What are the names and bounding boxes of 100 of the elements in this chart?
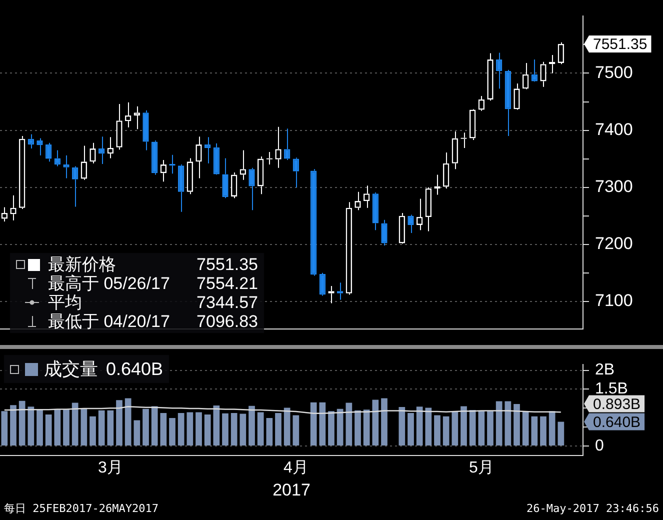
bar <box>151 406 158 446</box>
bar <box>531 416 538 446</box>
candlestick <box>80 145 88 180</box>
annotation: 最高于 05/26/17 <box>48 274 170 293</box>
bar <box>416 406 423 446</box>
text: 0.893B <box>593 396 641 413</box>
bar <box>116 400 122 446</box>
bar <box>487 411 494 446</box>
bar <box>522 411 529 446</box>
bar <box>222 413 228 446</box>
bar <box>504 401 512 446</box>
bar <box>204 414 211 446</box>
candlestick <box>372 192 379 231</box>
candlestick <box>310 168 317 276</box>
bar <box>363 410 370 446</box>
candlestick <box>142 110 149 151</box>
candlestick <box>151 140 158 176</box>
bar <box>72 402 78 446</box>
bar <box>381 398 388 446</box>
y-tick-label: 1.5B <box>595 380 628 398</box>
bar <box>328 411 334 446</box>
legend-label: 最新价格 <box>48 255 116 274</box>
bar <box>398 406 406 446</box>
bar <box>310 402 317 446</box>
annotation: 最低于 04/20/17 <box>48 312 170 331</box>
candlestick <box>469 110 476 140</box>
candlestick <box>522 62 529 89</box>
text: 7551.35 <box>593 36 648 54</box>
candlestick <box>381 219 388 246</box>
candlestick <box>178 164 184 212</box>
candlestick <box>425 186 432 232</box>
bar <box>196 412 202 446</box>
candlestick <box>98 136 105 164</box>
bar <box>408 413 414 446</box>
bar <box>434 415 440 446</box>
candlestick <box>540 61 546 88</box>
bar <box>54 410 61 446</box>
bar <box>142 408 149 446</box>
x-tick-label: 4月 <box>283 459 308 476</box>
text: 26-May-2017 23:46:56 <box>526 502 659 516</box>
y-tick-label: 7400 <box>595 120 633 139</box>
bar <box>452 411 458 446</box>
y-tick-label: 7500 <box>595 62 633 82</box>
annotation: 7554.21 <box>196 274 258 293</box>
candlestick <box>452 130 458 170</box>
candlestick <box>36 138 43 156</box>
candlestick <box>558 42 564 65</box>
candlestick <box>186 158 194 195</box>
y-tick-label: 7100 <box>595 291 633 310</box>
candlestick <box>398 212 406 244</box>
candlestick <box>257 156 264 195</box>
bar <box>469 410 476 446</box>
bar <box>124 398 132 446</box>
y-tick-label: 2B <box>595 362 615 379</box>
bar <box>284 408 290 446</box>
annotation: 平均 <box>48 293 82 312</box>
text: 0.640B <box>593 414 641 431</box>
bar <box>1 411 8 446</box>
annotation: 7551.35 <box>196 255 258 274</box>
y-tick-label: 7300 <box>595 177 633 196</box>
candlestick <box>442 152 450 189</box>
candlestick <box>496 52 502 90</box>
candlestick <box>18 135 26 210</box>
candlestick <box>72 166 78 208</box>
bar <box>540 416 546 446</box>
bar <box>372 400 379 446</box>
bar <box>169 418 176 446</box>
y-tick-label: 0 <box>595 437 604 454</box>
bar <box>460 406 467 446</box>
bar <box>240 414 246 446</box>
bar <box>257 412 264 446</box>
bar <box>292 415 300 446</box>
bar <box>442 416 450 446</box>
x-tick-label: 3月 <box>98 459 123 476</box>
bar <box>90 416 96 446</box>
bar <box>248 406 255 446</box>
bar <box>186 412 194 446</box>
bar <box>548 411 556 446</box>
candlestick <box>196 136 202 179</box>
x-tick-label: 5月 <box>468 459 494 476</box>
bar <box>496 401 502 446</box>
bar <box>160 413 167 446</box>
bar <box>18 400 26 446</box>
bar <box>213 405 220 446</box>
bar <box>354 410 361 446</box>
bar <box>45 414 52 446</box>
bar <box>28 406 34 446</box>
candlestick <box>54 150 61 167</box>
bar <box>319 402 326 446</box>
x-axis-title: 2017 <box>272 480 310 500</box>
annotation: 7344.57 <box>196 293 258 312</box>
bar <box>36 410 43 446</box>
candlestick <box>346 202 352 296</box>
candlestick <box>531 59 538 82</box>
bar <box>336 408 344 446</box>
candlestick <box>213 142 220 174</box>
candlestick <box>90 142 96 164</box>
bar <box>514 404 520 446</box>
candlestick <box>230 172 238 199</box>
bar <box>10 405 16 446</box>
